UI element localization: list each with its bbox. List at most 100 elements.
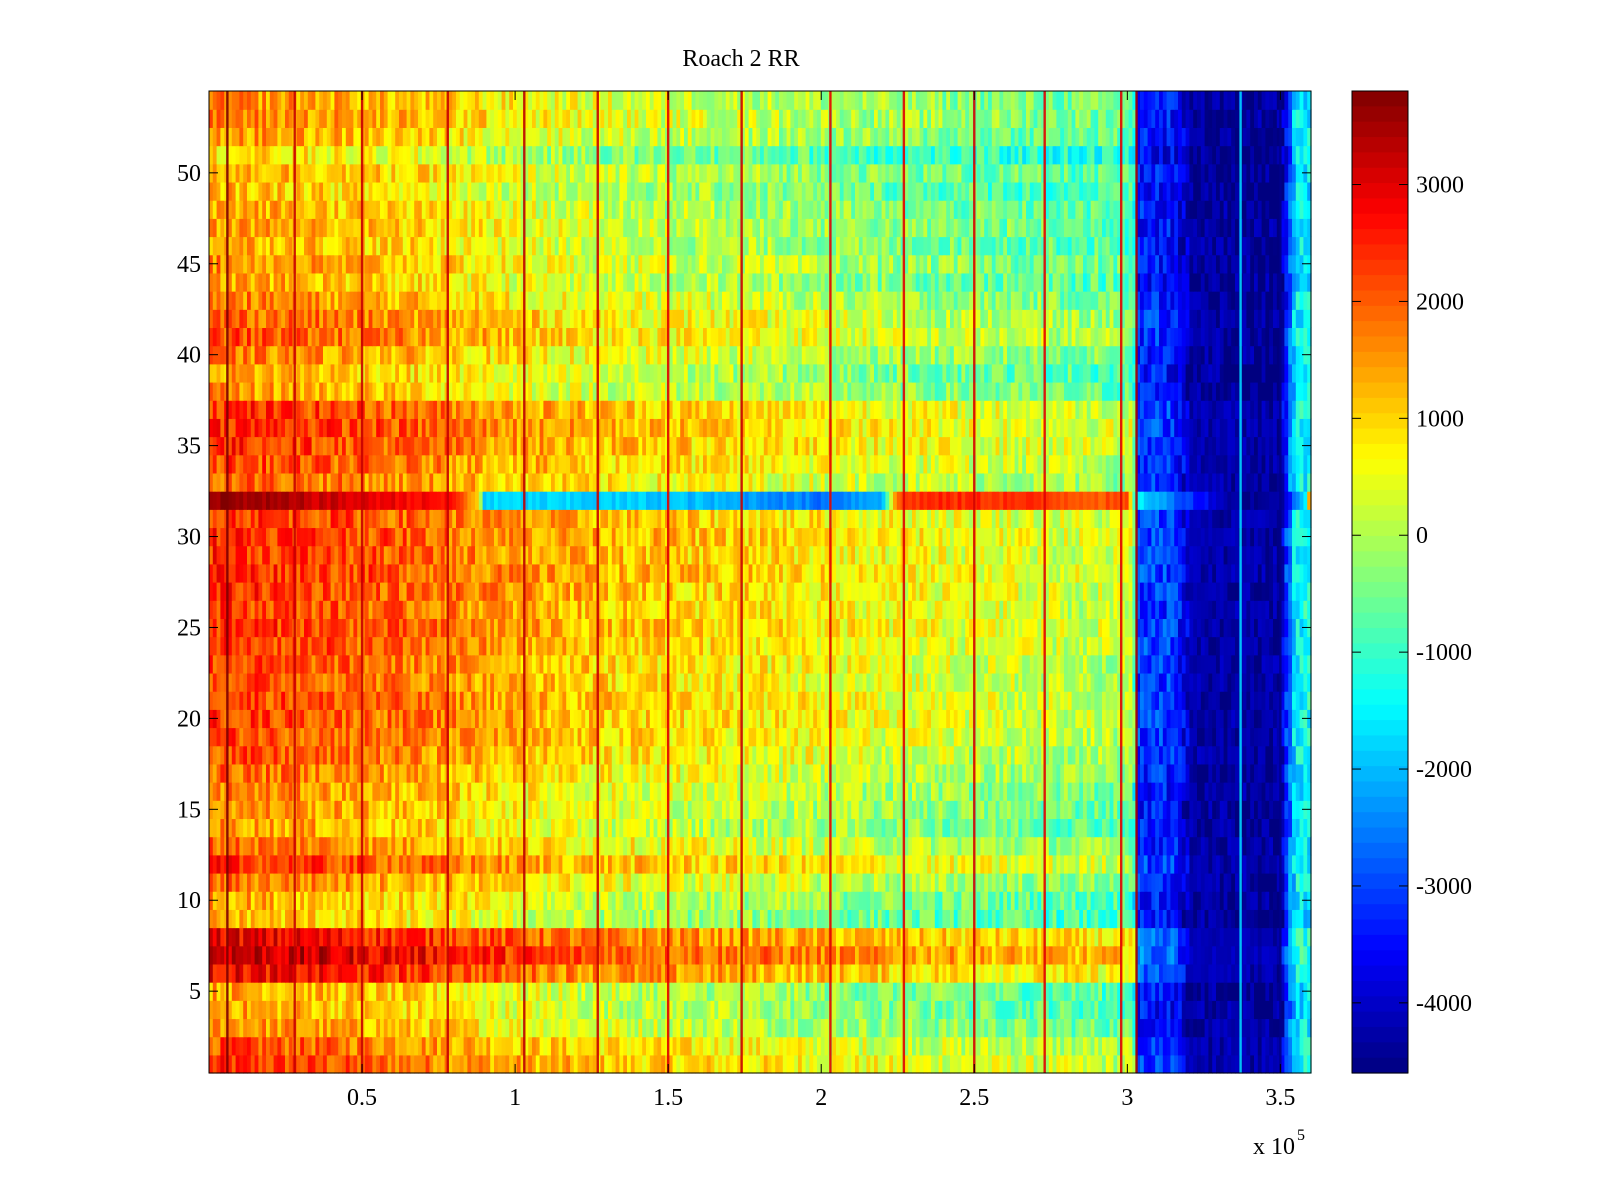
- heatmap-cell: [1007, 854, 1012, 874]
- heatmap-cell: [1257, 872, 1263, 892]
- heatmap-cell: [573, 963, 579, 983]
- heatmap-cell: [1041, 1018, 1046, 1038]
- heatmap-cell: [744, 1036, 750, 1056]
- heatmap-cell: [760, 1000, 765, 1020]
- heatmap-cell: [399, 782, 404, 801]
- heatmap-cell: [600, 927, 605, 947]
- heatmap-cell: [817, 982, 822, 1001]
- heatmap-cell: [437, 872, 442, 892]
- heatmap-cell: [714, 1000, 719, 1020]
- heatmap-cell: [794, 1036, 799, 1056]
- heatmap-cell: [611, 909, 617, 929]
- heatmap-cell: [490, 872, 495, 892]
- heatmap-cell: [551, 818, 556, 838]
- heatmap-cell: [216, 854, 221, 874]
- heatmap-cell: [452, 982, 457, 1001]
- heatmap-cell: [703, 909, 708, 929]
- heatmap-cell: [1098, 1018, 1103, 1038]
- heatmap-cell: [269, 818, 275, 838]
- heatmap-cell: [277, 872, 282, 892]
- heatmap-cell: [881, 982, 886, 1001]
- heatmap-cell: [304, 763, 309, 783]
- heatmap-cell: [1303, 1018, 1308, 1038]
- heatmap-cell: [733, 1000, 738, 1020]
- heatmap-cell: [927, 1036, 932, 1056]
- heatmap-cell: [950, 1054, 955, 1074]
- heatmap-cell: [330, 782, 335, 801]
- heatmap-cell: [1083, 909, 1088, 929]
- heatmap-cell: [1276, 854, 1282, 874]
- heatmap-cell: [1227, 782, 1232, 801]
- heatmap-cell: [414, 745, 419, 765]
- heatmap-cell: [699, 872, 704, 892]
- heatmap-cell: [1189, 891, 1194, 910]
- heatmap-cell: [471, 782, 476, 801]
- heatmap-cell: [1067, 1054, 1073, 1074]
- heatmap-cell: [1098, 854, 1103, 874]
- heatmap-cell: [281, 909, 286, 929]
- heatmap-cell: [288, 1036, 294, 1056]
- heatmap-cell: [1109, 818, 1114, 838]
- heatmap-cell: [1060, 945, 1065, 965]
- heatmap-cell: [490, 782, 495, 801]
- heatmap-cell: [741, 982, 746, 1001]
- heatmap-cell: [1048, 891, 1054, 910]
- heatmap-cell: [1071, 800, 1076, 820]
- heatmap-cell: [239, 818, 244, 838]
- heatmap-cell: [1162, 763, 1168, 783]
- heatmap-cell: [239, 963, 244, 983]
- heatmap-cell: [946, 763, 951, 783]
- heatmap-cell: [463, 872, 468, 892]
- heatmap-cell: [988, 854, 993, 874]
- heatmap-cell: [478, 963, 484, 983]
- heatmap-cell: [676, 982, 681, 1001]
- heatmap-cell: [209, 1054, 214, 1074]
- heatmap-cell: [950, 872, 955, 892]
- heatmap-cell: [1083, 800, 1088, 820]
- heatmap-cell: [258, 963, 263, 983]
- heatmap-cell: [547, 982, 552, 1001]
- heatmap-cell: [376, 909, 381, 929]
- heatmap-cell: [429, 1036, 434, 1056]
- heatmap-cell: [1197, 1018, 1202, 1038]
- heatmap-cell: [520, 800, 525, 820]
- heatmap-cell: [969, 854, 974, 874]
- heatmap-cell: [733, 963, 738, 983]
- heatmap-cell: [995, 945, 1000, 965]
- heatmap-cell: [1216, 945, 1221, 965]
- heatmap-cell: [691, 963, 696, 983]
- heatmap-cell: [950, 1036, 955, 1056]
- heatmap-cell: [763, 818, 769, 838]
- heatmap-cell: [699, 854, 704, 874]
- heatmap-cell: [1242, 891, 1247, 910]
- heatmap-cell: [266, 1018, 271, 1038]
- heatmap-cell: [691, 763, 696, 783]
- heatmap-cell: [976, 1054, 981, 1074]
- heatmap-cell: [547, 927, 552, 947]
- heatmap-cell: [752, 1036, 757, 1056]
- heatmap-cell: [1280, 945, 1285, 965]
- heatmap-cell: [1003, 1000, 1008, 1020]
- heatmap-cell: [410, 763, 415, 783]
- heatmap-cell: [1037, 927, 1042, 947]
- heatmap-cell: [323, 800, 328, 820]
- heatmap-cell: [1250, 891, 1255, 910]
- heatmap-cell: [558, 782, 563, 801]
- heatmap-cell: [725, 836, 731, 856]
- heatmap-cell: [763, 909, 769, 929]
- heatmap-cell: [862, 891, 867, 910]
- heatmap-cell: [619, 1000, 624, 1020]
- heatmap-cell: [623, 763, 628, 783]
- heatmap-cell: [516, 763, 522, 783]
- heatmap-cell: [1121, 854, 1126, 874]
- heatmap-cell: [832, 927, 837, 947]
- heatmap-cell: [532, 1036, 537, 1056]
- heatmap-cell: [581, 763, 586, 783]
- heatmap-cell: [1151, 1018, 1156, 1038]
- heatmap-cell: [942, 836, 947, 856]
- heatmap-cell: [304, 927, 309, 947]
- heatmap-cell: [1288, 800, 1293, 820]
- heatmap-cell: [391, 982, 396, 1001]
- heatmap-cell: [965, 782, 970, 801]
- heatmap-cell: [965, 763, 970, 783]
